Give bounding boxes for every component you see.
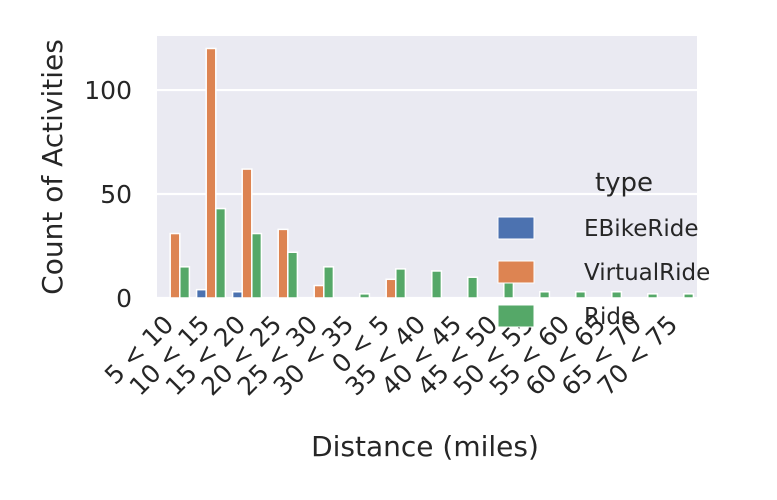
y-tick-label: 0: [116, 284, 132, 313]
bar-ride: [683, 293, 695, 299]
bar-ride: [179, 266, 191, 299]
bar-virtualride: [241, 168, 253, 299]
legend: type EBikeRide VirtualRide Ride: [497, 168, 710, 330]
bar-ride: [215, 207, 227, 299]
y-axis-title: Count of Activities: [36, 39, 69, 295]
x-axis-title: Distance (miles): [311, 430, 539, 463]
bar-virtualride: [313, 284, 325, 299]
bar-ride: [575, 291, 587, 299]
bar-ride: [287, 251, 299, 299]
legend-swatch-ride: [497, 304, 535, 328]
bar-ride: [503, 280, 515, 299]
bars: [169, 47, 695, 299]
bar-virtualride: [205, 47, 217, 299]
bar-ride: [359, 293, 371, 299]
bar-ride: [611, 291, 623, 299]
legend-label: Ride: [584, 304, 635, 330]
bar-virtualride: [385, 278, 397, 299]
legend-label: EBikeRide: [584, 216, 698, 242]
y-axis-ticks: 0 50 100: [84, 76, 132, 313]
y-tick-label: 50: [100, 180, 132, 209]
bar-ebikeride: [231, 291, 243, 299]
bar-ride: [395, 268, 407, 299]
bar-ride: [539, 291, 551, 299]
bar-ride: [323, 266, 335, 299]
bar-ride: [467, 276, 479, 299]
legend-title: type: [595, 168, 653, 198]
legend-swatch-ebikeride: [497, 216, 535, 240]
bar-virtualride: [277, 228, 289, 299]
bar-ride: [251, 232, 263, 299]
bar-ebikeride: [195, 288, 207, 299]
bar-ride: [431, 270, 443, 299]
legend-swatch-virtualride: [497, 260, 535, 284]
bar-virtualride: [169, 232, 181, 299]
y-tick-label: 100: [84, 76, 132, 105]
legend-label: VirtualRide: [584, 260, 710, 286]
bar-ride: [647, 293, 659, 299]
plot-background: [157, 36, 697, 298]
